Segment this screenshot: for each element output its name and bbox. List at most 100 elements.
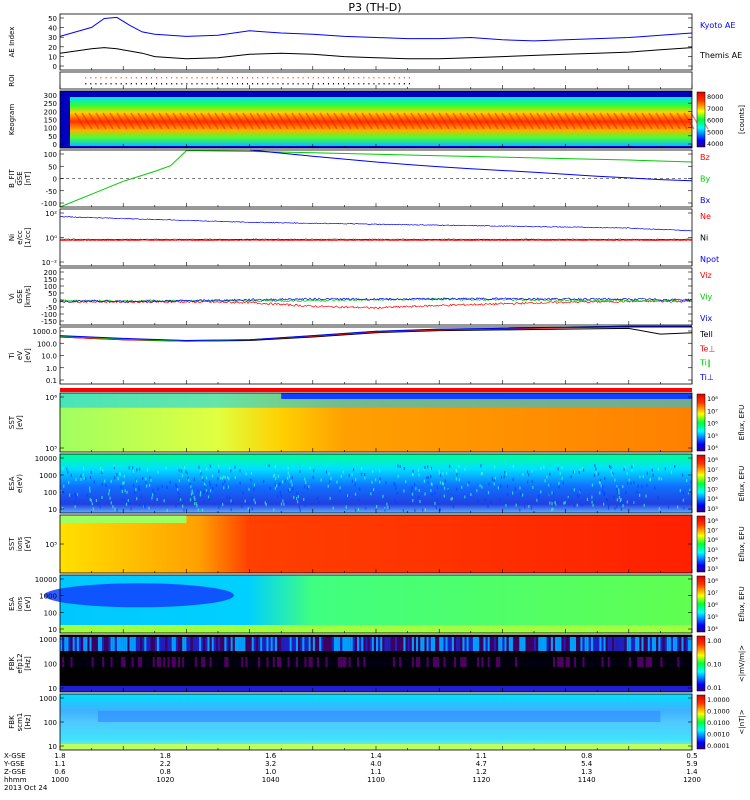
y-tick-label: 100 (44, 489, 57, 497)
esa-e-speck (394, 483, 396, 487)
esa-e-speck (690, 480, 692, 484)
esa-e-speck (387, 505, 389, 509)
esa-e-speck (658, 477, 660, 481)
fbk1-col (304, 637, 307, 651)
fbk1-col (308, 657, 311, 667)
esa-e-speck (99, 466, 102, 470)
esa-e-speck (370, 492, 372, 496)
esa-e-speck (512, 464, 514, 468)
esa-e-speck (199, 493, 201, 497)
keogram-streak (515, 112, 527, 130)
esa-e-speck (618, 495, 620, 499)
fbk1-col (268, 637, 271, 651)
keogram-streak (165, 112, 177, 130)
fbk1-col (540, 657, 543, 667)
esa-e-speck (538, 494, 540, 498)
esa-e-speck (484, 498, 486, 502)
esa-e-speck (69, 493, 71, 497)
fbk1-col (426, 657, 429, 667)
y-axis-label: Keogram (8, 104, 16, 135)
fbk1-col (230, 657, 233, 667)
keogram-streak (179, 112, 191, 130)
fbk1-col (118, 637, 122, 651)
fbk1-col (557, 637, 560, 651)
esa-e-speck (121, 497, 123, 501)
fbk1-col (534, 637, 537, 651)
esa-e-speck (540, 466, 542, 470)
colorbar-tick-label: 10⁶ (707, 601, 718, 609)
fbk1-col (668, 637, 672, 651)
esa-e-speck (208, 497, 210, 501)
x-axis-value: 1.3 (581, 768, 592, 776)
esa-e-speck (295, 497, 298, 501)
fbk1-col (424, 657, 427, 667)
y-tick-label: 10.0 (41, 353, 57, 361)
esa-e-speck (336, 480, 338, 484)
fbk1-col (569, 637, 573, 651)
keogram-streak (151, 112, 163, 130)
roi-dot (166, 83, 168, 85)
esa-e-speck (519, 492, 522, 496)
esa-e-speck (526, 470, 529, 474)
fbk1-col (630, 637, 634, 651)
fbk1-col (127, 637, 130, 651)
colorbar-tick-label: 10⁵ (707, 432, 718, 440)
esa-e-speck (203, 490, 205, 494)
roi-dot (90, 83, 92, 85)
esa-e-speck (177, 488, 179, 492)
fbk1-col (203, 637, 206, 651)
esa-e-speck (312, 475, 314, 479)
esa-e-speck (664, 467, 667, 471)
fbk1-col (255, 657, 259, 667)
esa-e-speck (491, 477, 493, 481)
fbk1-col (281, 637, 284, 651)
roi-dot (343, 77, 345, 79)
fbk1-col (177, 637, 181, 651)
y-tick-label: 150 (44, 117, 57, 125)
fbk1-col (571, 637, 575, 651)
legend-ni: Npot (700, 255, 719, 264)
esa-e-speck (161, 485, 163, 489)
x-axis-value: 0.6 (54, 768, 66, 776)
fbk1-col (348, 637, 351, 651)
x-axis-value: 4.7 (476, 760, 487, 768)
roi-dot (100, 83, 102, 85)
roi-dot (196, 77, 198, 79)
fbk1-col (517, 637, 520, 651)
colorbar-tick-label: 7000 (707, 105, 724, 113)
esa-e-speck (229, 496, 231, 500)
esa-e-speck (101, 496, 103, 500)
esa-e-speck (328, 480, 331, 484)
roi-dot (226, 83, 228, 85)
fbk1-col (525, 637, 528, 651)
fbk1-col (491, 657, 495, 667)
fbk1-col (502, 657, 505, 667)
fbk1-col (569, 657, 573, 667)
x-axis-value: 1.4 (686, 768, 698, 776)
keogram-streak (74, 112, 86, 130)
legend-vi: Vix (700, 314, 713, 323)
esa-e-speck (113, 464, 115, 468)
esa-e-speck (683, 506, 685, 510)
esa-e-speck (527, 480, 529, 484)
fbk1-col (668, 657, 672, 667)
fbk1-col (264, 657, 267, 667)
esa-e-speck (89, 475, 92, 479)
colorbar-tick-label: 10⁴ (707, 555, 718, 563)
fbk1-col (489, 637, 492, 651)
esa-e-speck (82, 467, 85, 471)
keogram-streak (452, 112, 464, 130)
roi-dot (343, 83, 345, 85)
esa-e-speck (182, 504, 184, 508)
fbk1-col (548, 637, 551, 651)
colorbar-tick-label: 4000 (707, 140, 724, 148)
fbk1-col (664, 637, 667, 651)
fbk1-col (481, 637, 484, 651)
fbk1-col (523, 657, 526, 667)
roi-dot (287, 77, 289, 79)
keogram-streak (109, 112, 121, 130)
roi-dot (292, 83, 294, 85)
fbk1-col (588, 657, 591, 667)
roi-dot (292, 77, 294, 79)
esa-e-speck (657, 496, 659, 500)
